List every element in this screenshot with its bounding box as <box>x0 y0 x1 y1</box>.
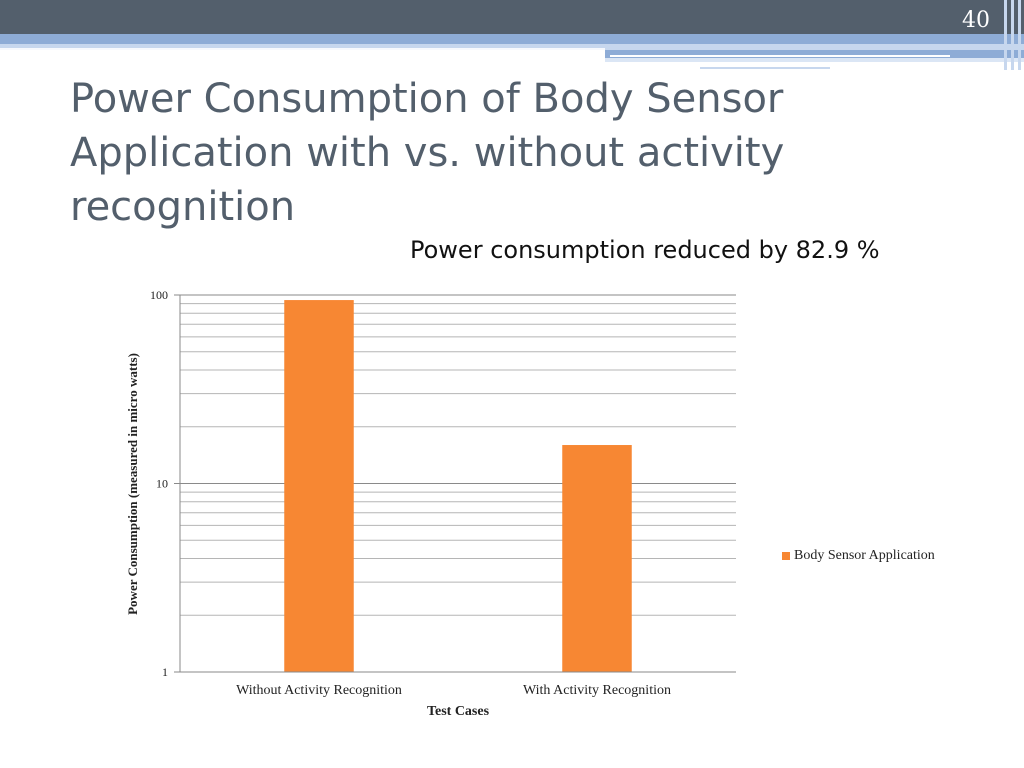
legend-swatch <box>782 552 790 560</box>
chart-gridlines <box>180 294 736 673</box>
decorative-band <box>0 34 1024 44</box>
decorative-vertical-bar <box>1018 0 1021 70</box>
x-tick-label: With Activity Recognition <box>523 683 671 698</box>
chart-bars <box>284 300 632 672</box>
decorative-line <box>0 48 605 52</box>
y-tick-label: 10 <box>156 477 168 491</box>
decorative-vertical-bar <box>1004 0 1007 70</box>
legend-label: Body Sensor Application <box>794 548 935 563</box>
bar <box>562 445 632 672</box>
y-axis-label: Power Consumption (measured in micro wat… <box>125 353 140 615</box>
chart-axes <box>174 294 736 673</box>
decorative-line-right-2 <box>700 67 830 69</box>
top-banner <box>0 0 1024 34</box>
decorative-band-right-light <box>605 58 1024 62</box>
y-tick-label: 1 <box>162 665 168 679</box>
x-axis-label: Test Cases <box>427 704 490 719</box>
decorative-vertical-bar <box>1011 0 1014 70</box>
slide-number: 40 <box>962 8 990 33</box>
decorative-line-right <box>610 55 950 57</box>
decorative-band-right <box>605 50 1024 58</box>
chart-labels: Power Consumption (measured in micro wat… <box>125 288 671 719</box>
y-tick-label: 100 <box>150 288 168 302</box>
subtitle: Power consumption reduced by 82.9 % <box>410 236 880 264</box>
page-title: Power Consumption of Body Sensor Applica… <box>70 76 785 230</box>
bar <box>284 300 354 672</box>
decorative-band-light <box>0 44 1024 50</box>
x-tick-label: Without Activity Recognition <box>236 683 402 698</box>
chart-legend: Body Sensor Application <box>782 548 935 564</box>
